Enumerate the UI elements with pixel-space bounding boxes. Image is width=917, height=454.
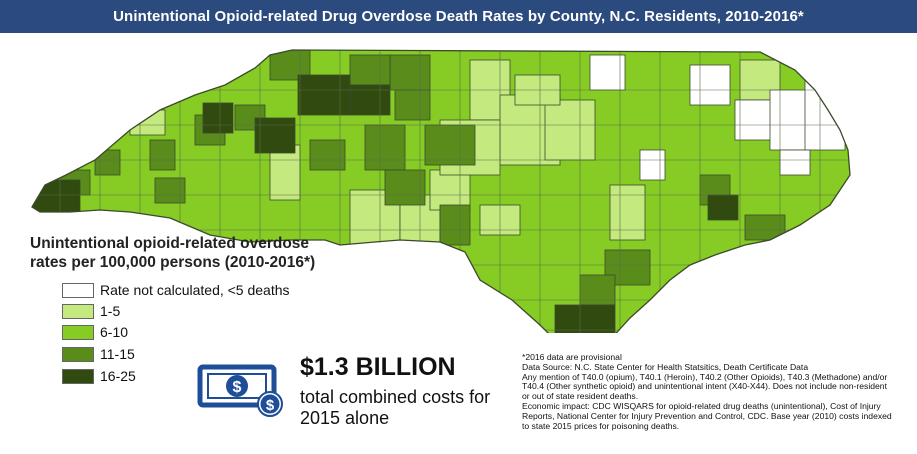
county-region: [579, 274, 616, 306]
county-region: [734, 99, 776, 141]
legend-label: 6-10: [100, 324, 129, 340]
county-region: [639, 149, 666, 181]
note-codes: Any mention of T40.0 (opium), T40.1 (Her…: [522, 371, 888, 402]
county-region: [769, 89, 811, 151]
county-region: [129, 109, 166, 136]
legend-swatch: [62, 346, 94, 362]
county-region: [589, 54, 626, 91]
county-region: [94, 149, 121, 176]
state-outline: [31, 49, 851, 333]
county-region: [384, 169, 426, 206]
legend-swatch: [62, 282, 94, 298]
county-region: [389, 54, 431, 91]
cost-amount: $1.3 BILLION: [300, 353, 456, 381]
map-title: Unintentional Opioid-related Drug Overdo…: [113, 8, 804, 25]
county-region: [254, 117, 296, 154]
county-region: [744, 214, 786, 241]
legend-label: 16-25: [100, 368, 136, 384]
county-region: [149, 139, 176, 171]
county-region: [804, 79, 846, 151]
note-source: Data Source: N.C. State Center for Healt…: [522, 361, 809, 372]
legend-item: 1-5: [62, 303, 120, 319]
legend-label: Rate not calculated, <5 deaths: [100, 282, 290, 298]
legend-item: 16-25: [62, 368, 136, 384]
data-notes: *2016 data are provisional Data Source: …: [522, 352, 894, 431]
county-region: [297, 74, 351, 116]
county-region: [364, 124, 406, 171]
county-region: [32, 179, 81, 216]
county-region: [779, 149, 811, 176]
note-provisional: *2016 data are provisional: [522, 352, 622, 362]
county-region: [544, 99, 596, 161]
legend-label: 11-15: [100, 346, 135, 362]
county-region: [269, 50, 311, 81]
note-economic: Economic impact: CDC WISQARS for opioid-…: [522, 400, 892, 431]
legend-title-line1: Unintentional opioid-related overdose: [30, 235, 310, 252]
county-region: [394, 89, 431, 121]
nc-county-map: [31, 49, 851, 333]
legend-item: 6-10: [62, 324, 128, 340]
county-region: [202, 102, 234, 134]
legend-swatch: [62, 368, 94, 384]
county-region: [439, 204, 471, 246]
svg-text:$: $: [233, 379, 242, 396]
county-region: [554, 304, 616, 333]
county-region: [309, 139, 346, 171]
county-region: [429, 169, 471, 211]
county-region: [269, 144, 301, 201]
legend-title-line2: rates per 100,000 persons (2010-2016*): [30, 254, 316, 271]
county-region: [154, 177, 186, 204]
map-legend: Unintentional opioid-related overdose ra…: [30, 234, 360, 384]
legend-label: 1-5: [100, 303, 121, 319]
legend-item: Rate not calculated, <5 deaths: [62, 282, 290, 298]
svg-text:$: $: [266, 397, 275, 414]
cost-description: total combined costs for 2015 alone: [300, 387, 491, 428]
county-region: [424, 124, 476, 166]
legend-swatch: [62, 303, 94, 319]
county-region: [689, 64, 731, 106]
money-bill-icon: $ $: [197, 364, 283, 417]
legend-swatch: [62, 324, 94, 340]
county-region: [349, 54, 391, 86]
county-region: [707, 194, 739, 221]
county-region: [609, 184, 646, 241]
county-region: [349, 84, 391, 116]
map-title-banner: Unintentional Opioid-related Drug Overdo…: [0, 0, 917, 33]
legend-item: 11-15: [62, 346, 135, 362]
